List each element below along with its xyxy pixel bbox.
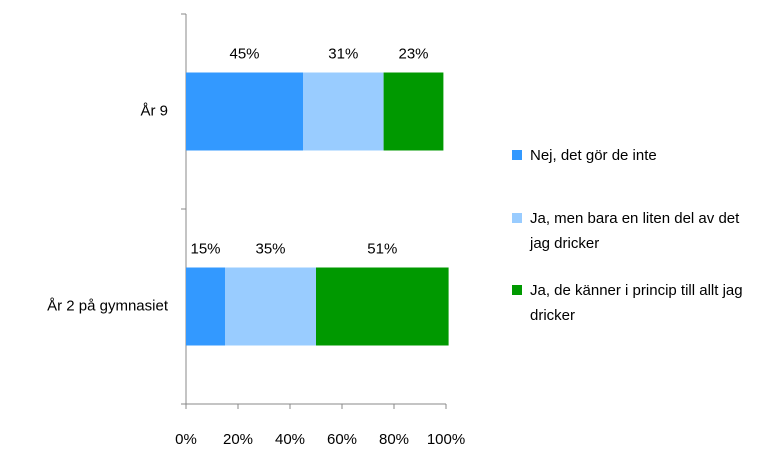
legend-swatch: [512, 150, 522, 160]
legend-swatch: [512, 213, 522, 223]
value-label: 15%: [190, 240, 220, 257]
category-label: År 9: [140, 102, 168, 119]
bar-segment: [383, 72, 444, 151]
x-tick-label: 100%: [427, 431, 465, 448]
bar-segment: [316, 267, 449, 346]
bar-segment: [186, 72, 303, 151]
value-label: 51%: [367, 240, 397, 257]
legend-label: Ja, men bara en liten del av det jag dri…: [530, 210, 740, 252]
x-tick-label: 20%: [223, 431, 253, 448]
category-label: År 2 på gymnasiet: [47, 297, 169, 314]
value-label: 31%: [328, 45, 358, 62]
legend-item: Nej, det gör de inte: [512, 143, 752, 168]
legend-item: Ja, men bara en liten del av det jag dri…: [512, 206, 752, 256]
x-tick-label: 60%: [327, 431, 357, 448]
bar-segment: [225, 267, 316, 346]
x-tick-label: 80%: [379, 431, 409, 448]
x-tick-label: 40%: [275, 431, 305, 448]
legend-swatch: [512, 285, 522, 295]
bar-segment: [303, 72, 384, 151]
bar-segment: [186, 267, 225, 346]
value-label: 23%: [398, 45, 428, 62]
legend-label: Nej, det gör de inte: [530, 147, 657, 164]
legend-label: Ja, de känner i princip till allt jag dr…: [530, 282, 743, 324]
value-label: 35%: [255, 240, 285, 257]
x-tick-label: 0%: [175, 431, 197, 448]
legend-item: Ja, de känner i princip till allt jag dr…: [512, 278, 752, 328]
value-label: 45%: [229, 45, 259, 62]
